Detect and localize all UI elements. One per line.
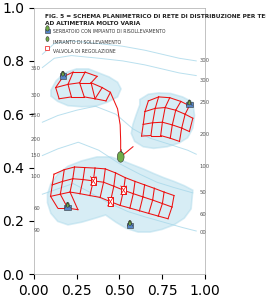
Bar: [186, 102, 193, 107]
Text: 200: 200: [31, 137, 41, 142]
Text: 00: 00: [199, 230, 206, 236]
Text: AD ALTIMETRIA MOLTO VARIA: AD ALTIMETRIA MOLTO VARIA: [45, 21, 140, 26]
Bar: [108, 197, 113, 206]
Circle shape: [46, 37, 49, 41]
Bar: [91, 177, 96, 185]
Text: 50: 50: [199, 190, 206, 195]
Text: 60: 60: [34, 206, 41, 211]
Text: FIG. 5 = SCHEMA PLANIMETRICO DI RETE DI DISTRIBUZIONE PER TERRITORIO: FIG. 5 = SCHEMA PLANIMETRICO DI RETE DI …: [45, 14, 266, 19]
Text: VALVOLA DI REGOLAZIONE: VALVOLA DI REGOLAZIONE: [53, 49, 116, 54]
Bar: [127, 223, 133, 228]
Polygon shape: [131, 93, 194, 148]
Circle shape: [117, 152, 124, 162]
Text: 250: 250: [31, 113, 41, 118]
Circle shape: [66, 202, 69, 207]
Text: 200: 200: [199, 132, 209, 137]
Text: 60: 60: [199, 212, 206, 217]
Text: 250: 250: [199, 100, 209, 105]
Circle shape: [128, 220, 131, 225]
Text: 300: 300: [199, 58, 209, 63]
Circle shape: [46, 26, 49, 31]
Text: SERBATOIO CON IMPIANTO DI RISOLLEVAMENTO: SERBATOIO CON IMPIANTO DI RISOLLEVAMENTO: [53, 29, 166, 34]
Text: IMPIANTO DI SOLLEVAMENTO: IMPIANTO DI SOLLEVAMENTO: [53, 40, 122, 45]
Bar: [60, 74, 66, 79]
Text: 100: 100: [199, 164, 209, 169]
Text: 100: 100: [31, 174, 41, 179]
Bar: [64, 205, 71, 210]
Text: 150: 150: [31, 153, 41, 158]
Bar: [121, 186, 126, 194]
Polygon shape: [48, 157, 193, 232]
Polygon shape: [51, 69, 121, 107]
Bar: [45, 46, 49, 50]
Text: 300: 300: [31, 93, 41, 98]
Text: 350: 350: [31, 66, 41, 71]
Bar: [45, 29, 50, 33]
Text: 90: 90: [34, 228, 41, 233]
Circle shape: [61, 71, 64, 76]
Circle shape: [188, 100, 191, 105]
Text: 300: 300: [199, 78, 209, 83]
